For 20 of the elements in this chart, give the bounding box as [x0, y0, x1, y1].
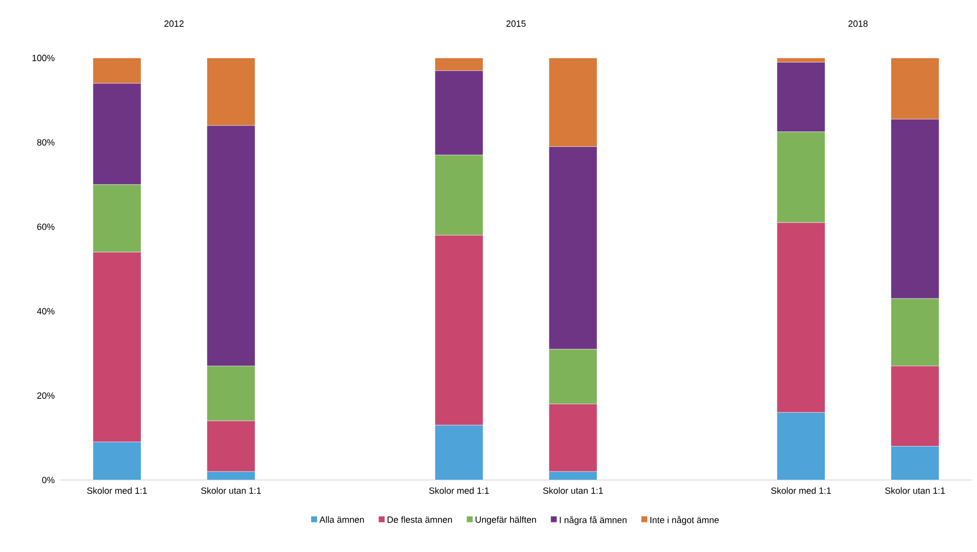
- y-tick-label: 100%: [32, 54, 54, 62]
- x-tick-label: Skolor med 1:1: [771, 487, 831, 494]
- x-tick-label: Skolor med 1:1: [87, 487, 147, 494]
- text: 2018: [848, 20, 868, 27]
- legend-label: Ungefär hälften: [476, 516, 536, 525]
- y-tick-label: 0%: [42, 476, 54, 484]
- x-tick-label: Skolor utan 1:1: [201, 487, 261, 494]
- y-tick-label: 80%: [37, 139, 54, 146]
- legend-label: I några få ämnen: [560, 516, 626, 525]
- text: 2012: [164, 20, 184, 27]
- x-tick-label: Skolor utan 1:1: [543, 487, 603, 494]
- text: 2015: [506, 20, 526, 27]
- legend-label: Alla ämnen: [319, 516, 364, 523]
- legend-label: De flesta ämnen: [388, 516, 452, 523]
- y-tick-label: 40%: [36, 308, 54, 314]
- y-tick-label: 60%: [37, 224, 54, 230]
- x-tick-label: Skolor utan 1:1: [885, 487, 945, 494]
- x-tick-label: Skolor med 1:1: [429, 487, 489, 494]
- y-tick-label: 20%: [37, 392, 54, 399]
- legend-label: Inte i något ämne: [650, 516, 719, 525]
